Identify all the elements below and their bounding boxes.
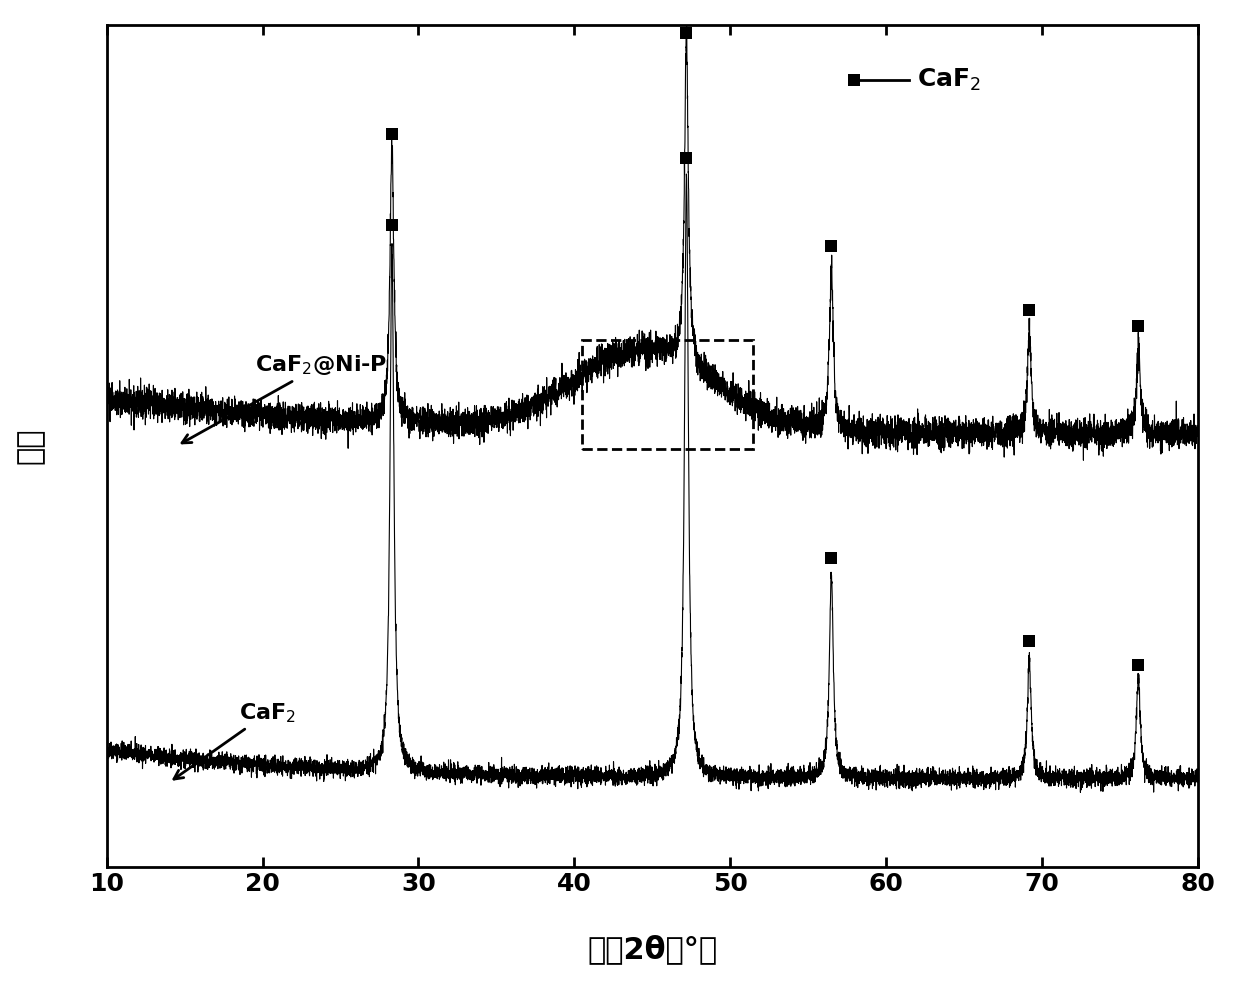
Bar [582, 340, 754, 450]
Text: 强度: 强度 [16, 427, 45, 464]
Text: CaF$_2$: CaF$_2$ [174, 701, 296, 779]
Text: CaF$_2$@Ni-P: CaF$_2$@Ni-P [182, 354, 387, 443]
Text: CaF$_2$: CaF$_2$ [918, 67, 981, 93]
Text: 角剥2θ（°）: 角剥2θ（°） [587, 934, 717, 964]
